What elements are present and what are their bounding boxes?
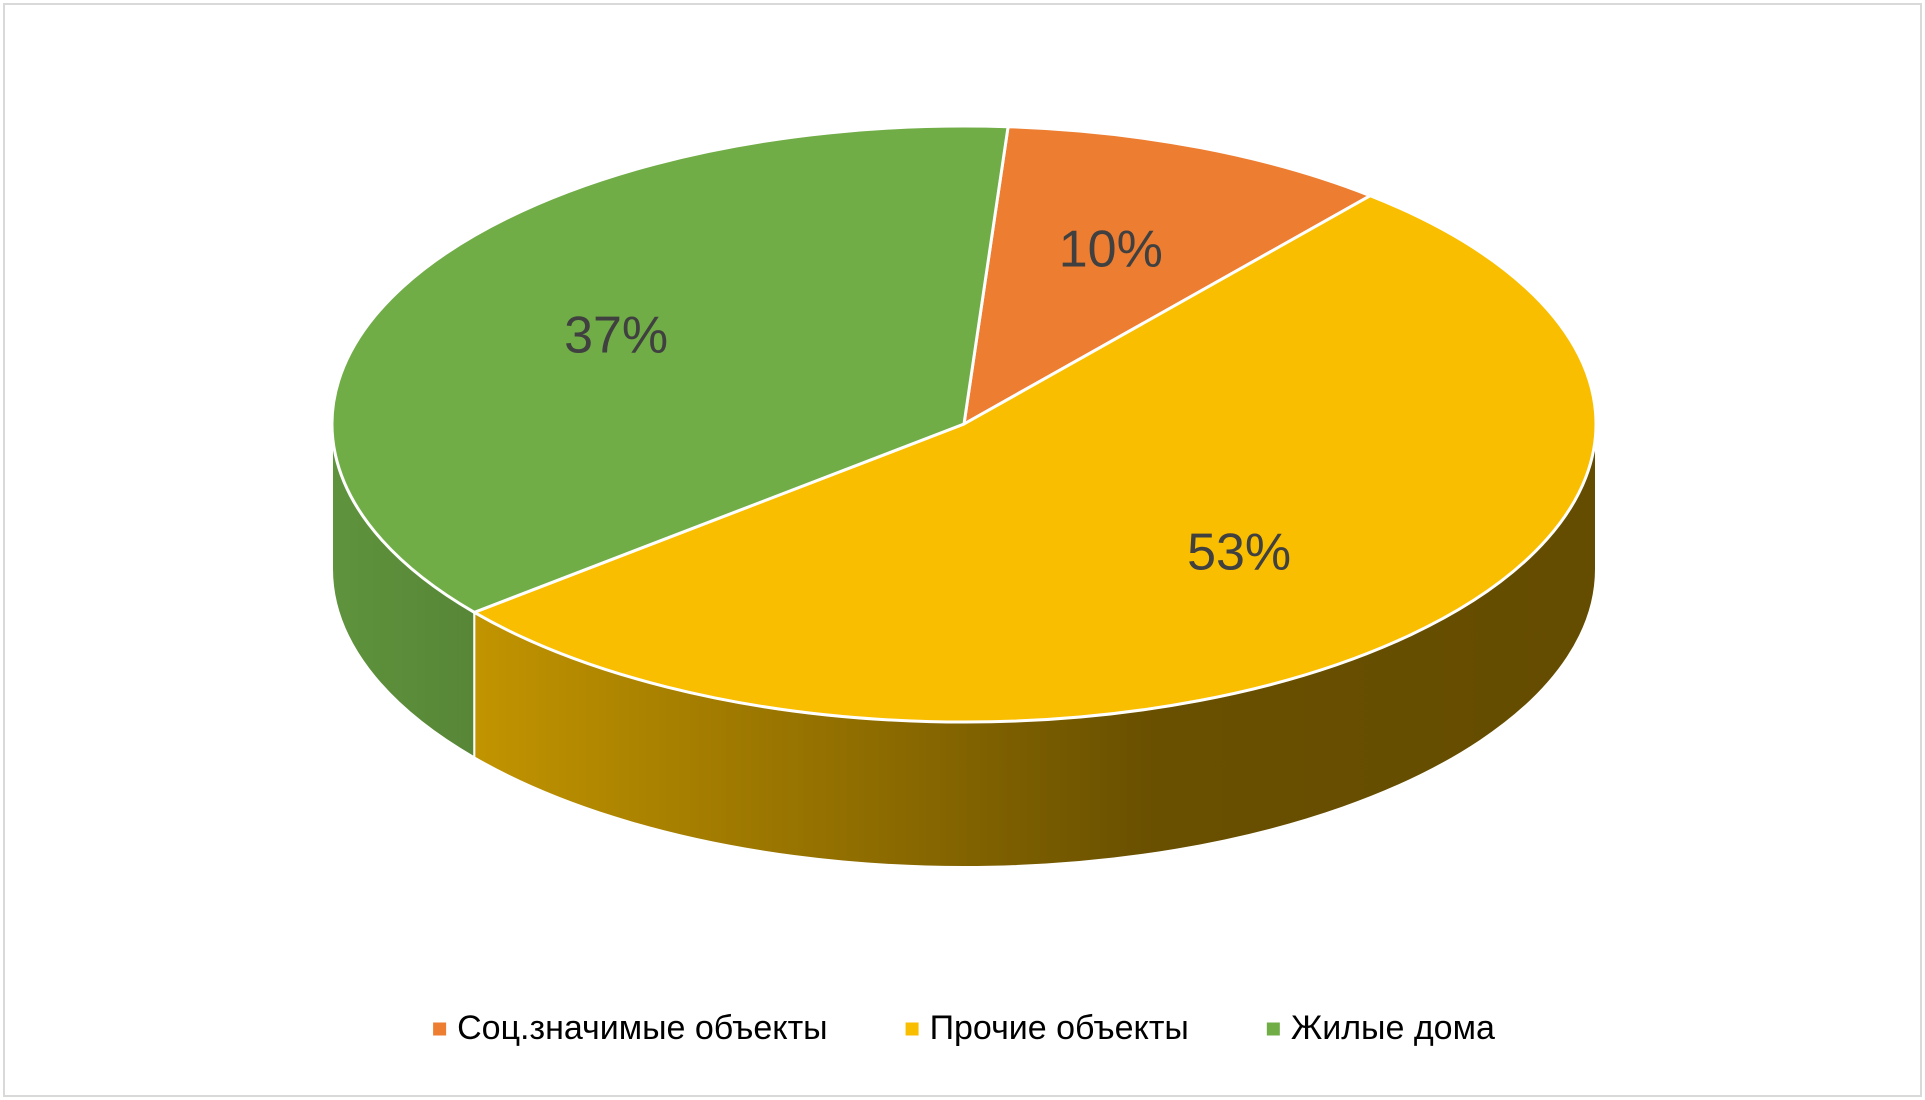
data-label: 53% xyxy=(1187,523,1291,581)
slice xyxy=(330,124,1010,614)
legend-marker xyxy=(905,1022,919,1036)
legend-label: Соц.значимые объекты xyxy=(457,1009,827,1047)
data-label: 37% xyxy=(564,307,668,365)
data-label: 10% xyxy=(1059,220,1163,278)
legend-marker xyxy=(433,1022,447,1036)
legend-label: Прочие объекты xyxy=(930,1009,1189,1047)
legend-marker xyxy=(1266,1022,1280,1036)
legend-label: Жилые дома xyxy=(1291,1009,1495,1047)
slice xyxy=(472,194,1598,724)
slice xyxy=(962,125,1372,426)
